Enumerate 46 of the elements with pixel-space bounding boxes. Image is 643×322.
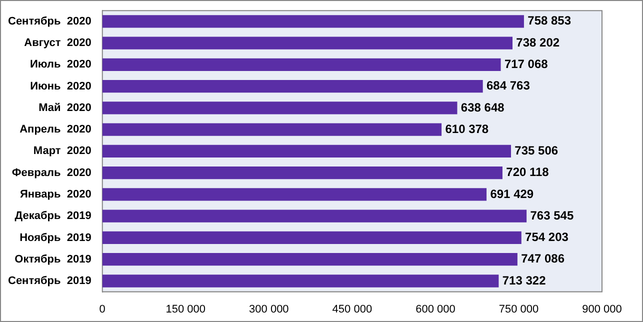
x-tick-label: 0: [99, 303, 106, 316]
bar: [102, 166, 502, 180]
data-label: 754 203: [525, 230, 569, 244]
x-tick-label: 300 000: [249, 303, 289, 316]
bar: [102, 210, 527, 222]
y-tick-label: Сентябрь 2019: [8, 275, 92, 288]
y-tick-label: Май 2020: [38, 102, 92, 114]
data-label: 747 086: [521, 252, 565, 266]
y-tick-label: Март 2020: [33, 145, 92, 158]
x-tick-label: 600 000: [416, 303, 456, 316]
data-label: 691 429: [490, 186, 534, 201]
x-tick-label: 750 000: [498, 303, 539, 316]
data-label: 610 378: [445, 122, 489, 136]
x-tick-label: 150 000: [166, 303, 206, 316]
x-tick-label: 450 000: [332, 303, 372, 316]
data-label: 717 068: [504, 56, 548, 71]
y-tick-label: Сентябрь 2020: [8, 15, 92, 28]
bar: [102, 15, 524, 28]
data-label: 758 853: [528, 14, 572, 28]
data-label: 684 763: [486, 78, 530, 93]
bar: [102, 36, 513, 50]
data-label: 720 118: [506, 165, 550, 180]
data-label: 713 322: [502, 273, 546, 288]
data-label: 735 506: [514, 144, 558, 158]
y-tick-label: Октябрь 2019: [14, 253, 92, 266]
y-tick-label: Июнь 2020: [30, 80, 92, 92]
y-tick-label: Август 2020: [24, 37, 92, 50]
bar: [102, 274, 499, 288]
y-tick-label: Апрель 2020: [20, 124, 92, 136]
bar: [102, 80, 483, 93]
bar: [102, 188, 487, 201]
y-tick-label: Декабрь 2019: [14, 210, 92, 222]
data-label: 763 545: [530, 208, 574, 222]
bar: [102, 231, 522, 244]
x-tick-label: 900 000: [582, 303, 622, 316]
y-tick-label: Февраль 2020: [12, 166, 92, 179]
y-tick-label: Ноябрь 2019: [20, 232, 92, 244]
bar: [102, 58, 501, 72]
bar: [102, 144, 512, 158]
y-tick-label: Январь 2020: [20, 188, 92, 200]
bar: [102, 253, 518, 266]
bar: [102, 123, 442, 136]
data-label: 738 202: [516, 35, 560, 50]
y-tick-label: Июль 2020: [30, 58, 92, 71]
data-label: 638 648: [460, 100, 505, 114]
bar: [102, 102, 458, 114]
